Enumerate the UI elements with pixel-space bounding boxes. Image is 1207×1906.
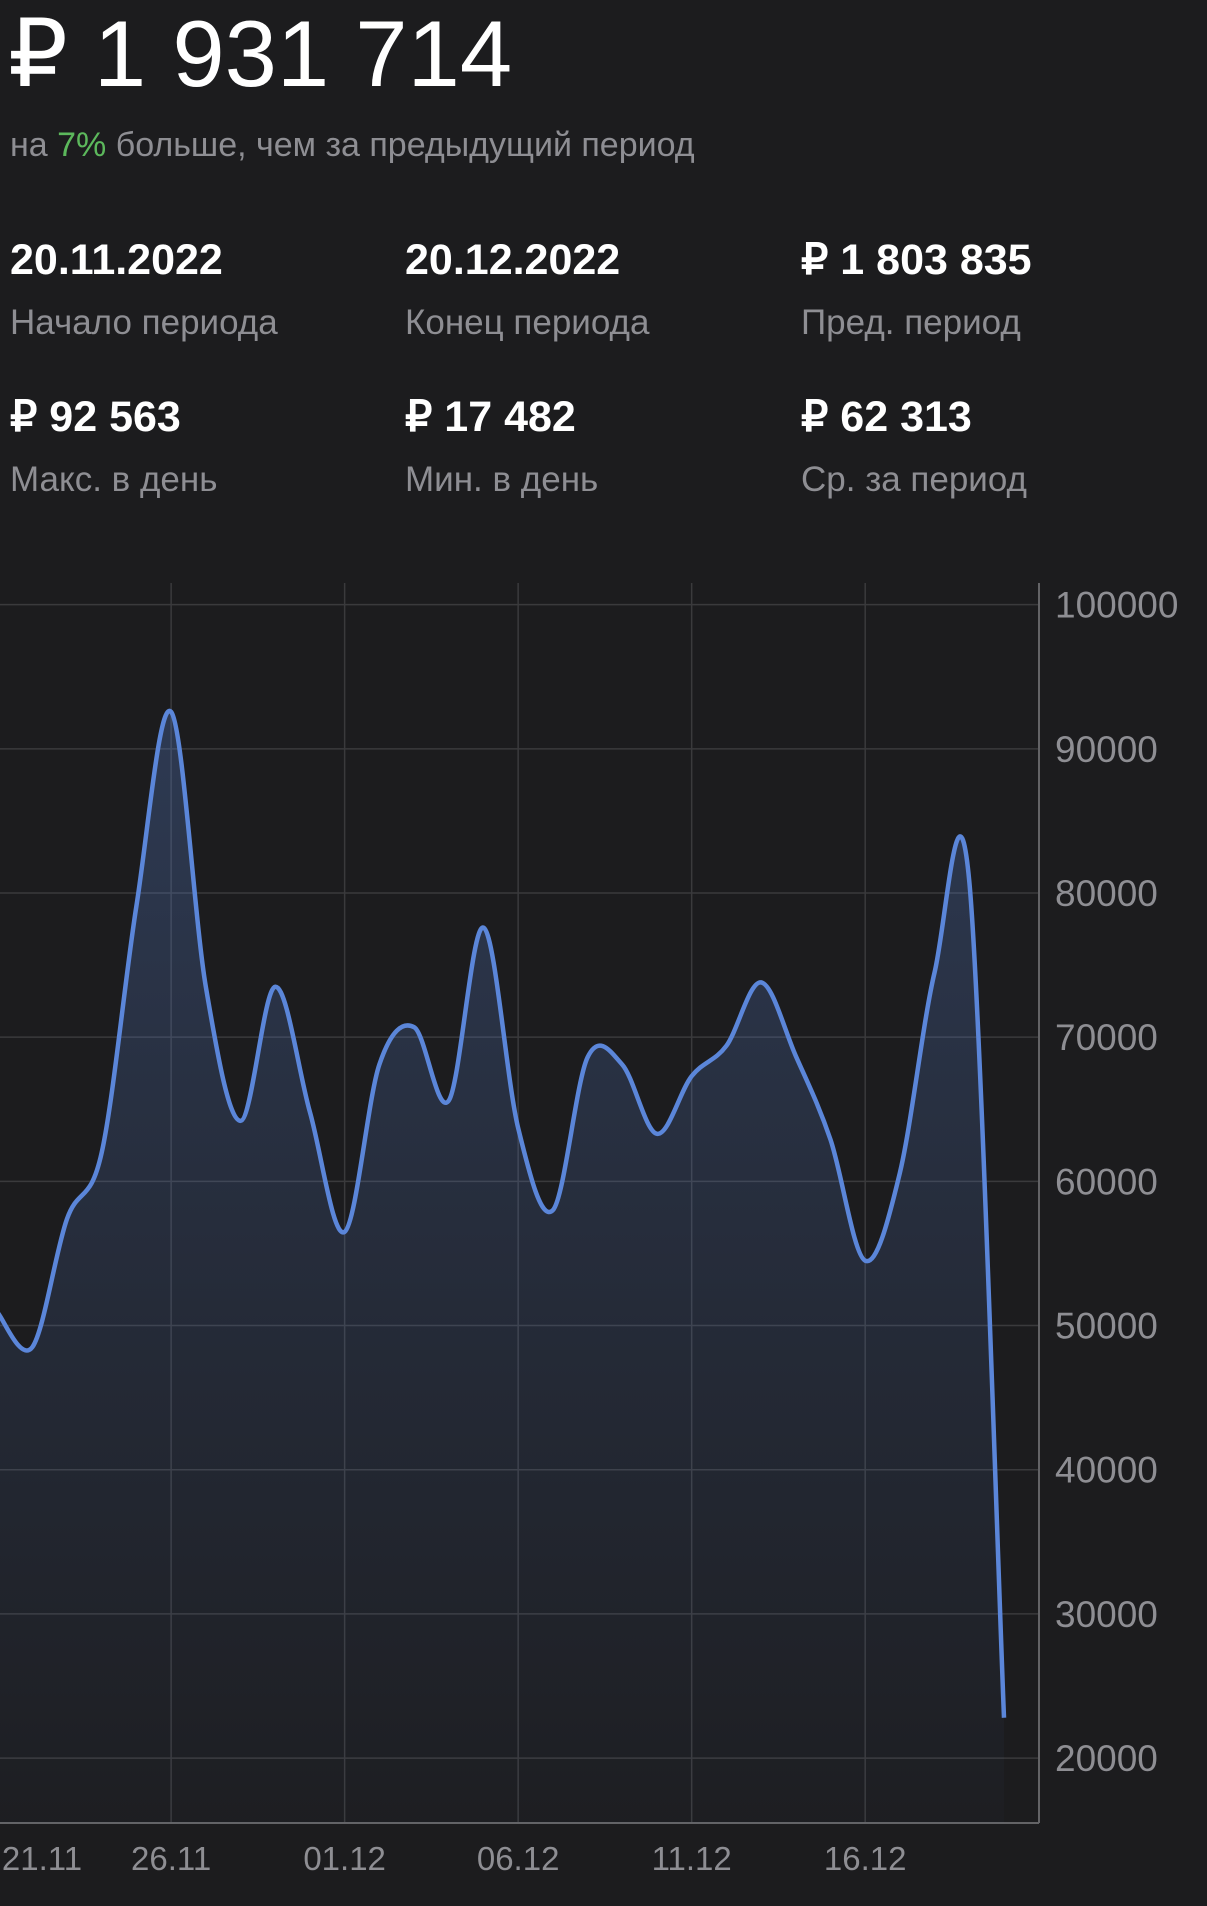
y-tick-label: 70000	[1055, 1017, 1158, 1058]
y-tick-label: 30000	[1055, 1594, 1158, 1635]
y-tick-label: 60000	[1055, 1161, 1158, 1202]
stat-label: Мин. в день	[405, 460, 598, 499]
y-tick-label: 40000	[1055, 1450, 1158, 1491]
stat-value: ₽ 1 803 835	[801, 236, 1032, 284]
subtitle-prefix: на	[10, 126, 48, 164]
stat-label: Макс. в день	[10, 460, 217, 499]
y-tick-label: 100000	[1055, 585, 1178, 626]
x-tick-label: 26.11	[131, 1840, 211, 1877]
stat-label: Начало периода	[10, 303, 278, 342]
stat-label: Ср. за период	[801, 460, 1027, 499]
x-tick-label: 01.12	[303, 1840, 386, 1877]
line	[0, 708, 1007, 1718]
stat-value: ₽ 62 313	[801, 393, 972, 441]
stat-value: ₽ 92 563	[10, 393, 181, 441]
x-tick-label: 21.11	[2, 1840, 82, 1877]
y-tick-label: 90000	[1055, 729, 1158, 770]
x-tick-label: 16.12	[824, 1840, 907, 1877]
stat-label: Пред. период	[801, 303, 1021, 342]
y-tick-label: 20000	[1055, 1738, 1158, 1779]
x-tick-label: 06.12	[477, 1840, 560, 1877]
x-tick-label: 11.12	[652, 1840, 732, 1877]
stat-label: Конец периода	[405, 303, 650, 342]
y-tick-label: 80000	[1055, 873, 1158, 914]
y-tick-label: 50000	[1055, 1306, 1158, 1347]
stat-value: ₽ 17 482	[405, 393, 576, 441]
subtitle: на 7% больше, чем за предыдущий период	[10, 126, 695, 164]
total: ₽ 1 931 714	[8, 1, 512, 106]
stat-value: 20.12.2022	[405, 236, 620, 284]
change: 7%	[57, 126, 106, 164]
area	[0, 711, 1004, 1823]
subtitle-suffix: больше, чем за предыдущий период	[116, 126, 695, 164]
stat-value: 20.11.2022	[10, 236, 223, 284]
